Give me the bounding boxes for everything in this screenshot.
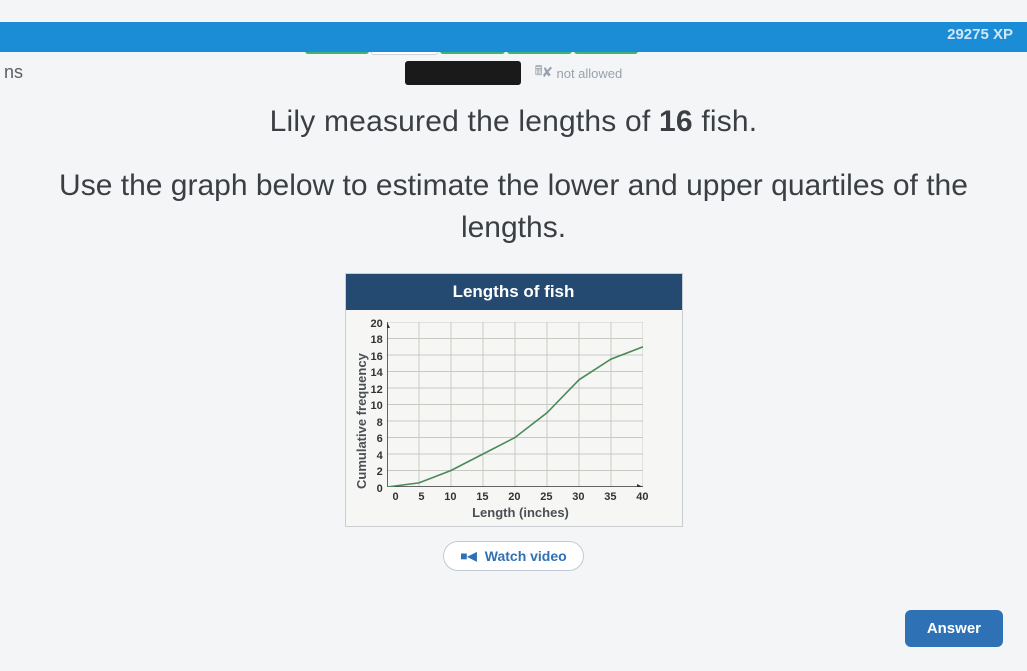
question-area: Lily measured the lengths of 16 fish. Us…: [0, 105, 1027, 249]
x-tick: 30: [572, 491, 584, 503]
watch-row: ■◀ Watch video: [0, 541, 1027, 571]
not-allowed-text: not allowed: [556, 66, 622, 81]
calc-not-allowed: 🖩✘ not allowed: [535, 62, 623, 84]
sub-row: 🖩✘ not allowed: [0, 61, 1027, 85]
x-tick: 20: [508, 491, 520, 503]
video-icon: ■◀: [460, 549, 476, 563]
x-tick: 15: [476, 491, 488, 503]
progress-placeholder: [405, 61, 521, 85]
x-ticks: 0 5 10 15 20 25 30 35 40: [393, 491, 649, 503]
x-tick: 10: [444, 491, 456, 503]
x-tick: 40: [636, 491, 648, 503]
q1-a: Lily measured the lengths of: [270, 105, 659, 138]
watch-video-button[interactable]: ■◀ Watch video: [443, 541, 583, 571]
question-line-1: Lily measured the lengths of 16 fish.: [40, 105, 987, 139]
x-tick: 0: [393, 491, 399, 503]
x-tick: 25: [540, 491, 552, 503]
plot-row: 02468101214161820: [371, 322, 649, 489]
question-line-2: Use the graph below to estimate the lowe…: [40, 165, 987, 249]
q1-count: 16: [659, 105, 693, 138]
side-tab: ns: [0, 62, 23, 83]
y-axis-label: Cumulative frequency: [352, 322, 371, 520]
watch-video-label: Watch video: [485, 548, 567, 564]
x-tick: 5: [418, 491, 424, 503]
answer-button[interactable]: Answer: [905, 610, 1003, 647]
y-ticks: 02468101214161820: [371, 324, 387, 489]
chart-title: Lengths of fish: [346, 274, 682, 310]
x-tick: 35: [604, 491, 616, 503]
calculator-icon: 🖩✘: [535, 62, 553, 84]
x-axis-label: Length (inches): [393, 505, 649, 520]
cumulative-frequency-plot: [387, 322, 643, 487]
chart-card: Lengths of fish Cumulative frequency 024…: [345, 273, 683, 527]
top-blue-bar: [0, 22, 1027, 52]
q1-c: fish.: [693, 105, 758, 138]
plot-column: 02468101214161820 0 5 10 15 20 25 30 35 40 Lengt…: [371, 322, 649, 520]
chart-body: Cumulative frequency 02468101214161820 0…: [346, 310, 682, 526]
xp-counter: 29275 XP: [947, 26, 1013, 43]
chart-wrap: Lengths of fish Cumulative frequency 024…: [0, 273, 1027, 527]
